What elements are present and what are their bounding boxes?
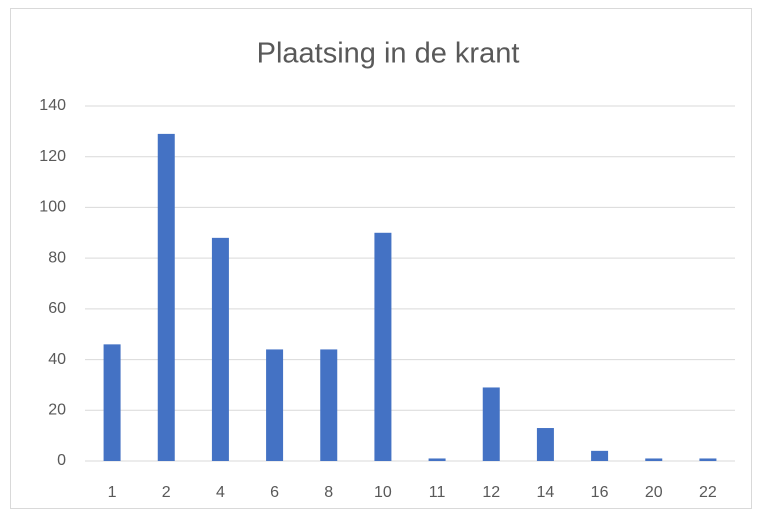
bar [320, 349, 338, 461]
y-tick-label: 40 [48, 351, 66, 368]
bar [428, 458, 446, 461]
x-tick-label: 10 [374, 484, 392, 501]
x-tick-label: 20 [645, 484, 663, 501]
y-tick-label: 100 [39, 199, 66, 216]
bar [591, 450, 609, 461]
bar [157, 133, 175, 461]
y-tick-label: 0 [57, 452, 66, 469]
bar [699, 458, 717, 461]
bar [374, 232, 392, 461]
y-tick-label: 120 [39, 148, 66, 165]
x-tick-label: 11 [429, 484, 446, 501]
bar [482, 387, 500, 461]
x-tick-label: 2 [162, 484, 171, 501]
y-tick-label: 20 [48, 402, 66, 419]
y-tick-label: 140 [39, 97, 66, 114]
y-tick-label: 60 [48, 300, 66, 317]
x-tick-label: 1 [108, 484, 117, 501]
x-tick-label: 4 [216, 484, 225, 501]
x-tick-label: 14 [537, 484, 555, 501]
bar [103, 344, 121, 461]
x-tick-label: 12 [482, 484, 500, 501]
bar [536, 428, 554, 461]
x-tick-label: 22 [699, 484, 717, 501]
x-tick-label: 16 [591, 484, 609, 501]
bar [645, 458, 663, 461]
bar [266, 349, 284, 461]
x-tick-label: 6 [270, 484, 279, 501]
chart-title: Plaatsing in de krant [257, 38, 520, 70]
bar [211, 237, 229, 461]
x-tick-label: 8 [324, 484, 333, 501]
y-tick-label: 80 [48, 249, 66, 266]
